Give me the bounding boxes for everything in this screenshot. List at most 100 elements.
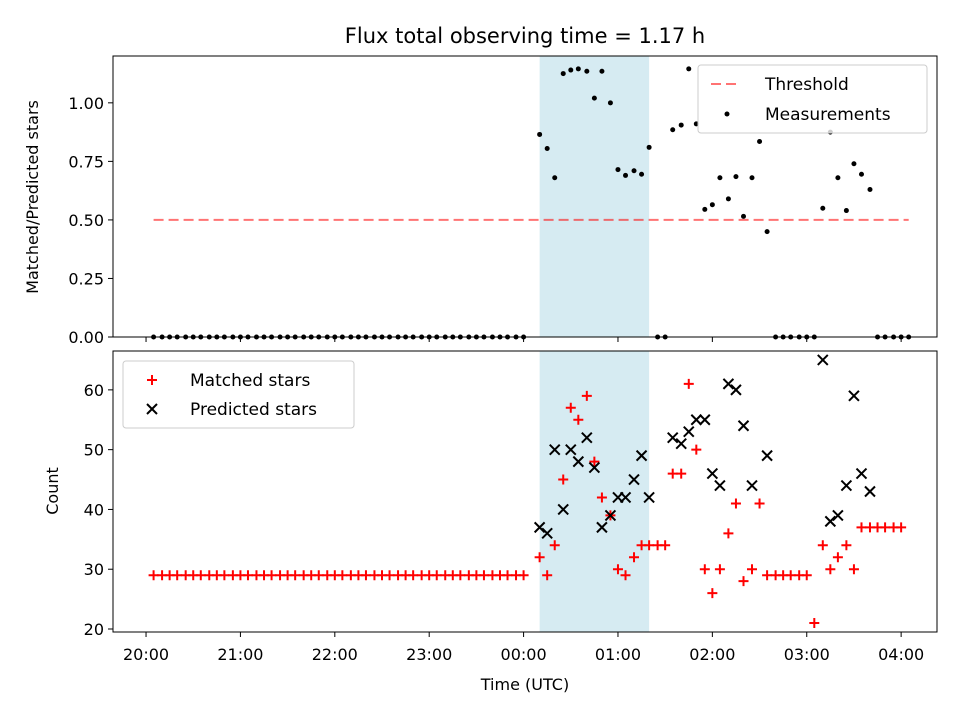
- measurement-point: [764, 229, 770, 235]
- predicted-point: [864, 485, 876, 498]
- matched-point: [219, 570, 230, 581]
- predicted-point: [848, 390, 860, 402]
- predicted-point: [840, 479, 853, 492]
- bottom-plot-frame: [112, 350, 938, 633]
- predicted-point: [699, 414, 711, 426]
- predicted-point: [588, 461, 601, 474]
- measurement-point: [749, 175, 755, 181]
- matched-point: [542, 570, 553, 581]
- x-axis: 20:00 21:00 22:00 23:00 00:00 01:00 02:00 03:00…: [123, 632, 924, 664]
- matched-point: [691, 444, 702, 455]
- top-y-tick-label: 0.00: [68, 328, 104, 347]
- matched-point: [762, 570, 773, 581]
- predicted-point: [619, 491, 632, 504]
- measurement-point: [686, 66, 692, 72]
- matched-point: [667, 468, 678, 479]
- top-plot-frame: [112, 55, 938, 338]
- matched-point: [558, 474, 569, 485]
- predicted-point: [572, 455, 585, 468]
- bottom-y-tick-label: 40: [84, 500, 104, 519]
- x-tick-label: 23:00: [406, 645, 452, 664]
- matched-point: [266, 570, 277, 581]
- measurement-point: [867, 186, 873, 192]
- matched-point: [337, 570, 348, 581]
- matched-point: [384, 570, 395, 581]
- predicted-point: [541, 527, 553, 540]
- x-tick-label: 20:00: [123, 645, 169, 664]
- matched-point: [195, 570, 206, 581]
- measurement-point: [584, 68, 590, 74]
- predicted-point: [706, 467, 719, 480]
- matched-point: [848, 564, 859, 575]
- measurement-point: [678, 122, 684, 128]
- bottom-y-tick-label: 30: [84, 560, 104, 579]
- chart-title: Flux total observing time = 1.17 h: [345, 24, 705, 48]
- top-shaded-region: [539, 56, 650, 337]
- predicted-point: [761, 449, 773, 462]
- predicted-point: [675, 437, 687, 450]
- measurement-point: [591, 95, 597, 101]
- predicted-point: [714, 479, 726, 492]
- x-axis-label: Time (UTC): [480, 675, 569, 694]
- measurement-point: [733, 174, 739, 180]
- measurement-point: [631, 168, 637, 174]
- predicted-point: [817, 354, 829, 366]
- matched-point: [620, 570, 631, 581]
- bottom-shaded-region: [539, 351, 650, 632]
- matched-point: [683, 378, 694, 389]
- bottom-y-tick-label: 60: [84, 381, 104, 400]
- top-y-tick-label: 0.50: [68, 211, 104, 230]
- legend-matched-marker: [147, 375, 157, 385]
- matched-point: [518, 570, 529, 581]
- predicted-point: [596, 521, 608, 534]
- top-y-tick-label: 0.25: [68, 269, 104, 288]
- matched-point: [502, 570, 513, 581]
- matched-point: [612, 564, 623, 575]
- top-x-ticks: [145, 337, 902, 342]
- measurement-point: [725, 196, 731, 202]
- measurement-point: [820, 205, 826, 211]
- measurement-point: [717, 175, 723, 181]
- matched-point: [478, 570, 489, 581]
- matched-point: [629, 552, 640, 563]
- x-tick-label: 04:00: [878, 645, 924, 664]
- matched-point: [825, 564, 836, 575]
- top-legend-box: [697, 64, 928, 134]
- matched-point: [148, 570, 159, 581]
- matched-point: [573, 414, 584, 425]
- matched-point: [817, 540, 828, 551]
- measurement-point: [599, 68, 605, 74]
- legend-threshold-label: Threshold: [764, 75, 849, 95]
- predicted-point: [533, 521, 546, 534]
- matched-point: [730, 498, 741, 509]
- measurement-point: [537, 131, 543, 137]
- measurement-point: [568, 67, 574, 73]
- matched-point: [754, 498, 765, 509]
- matched-point: [785, 570, 796, 581]
- matched-point: [242, 570, 253, 581]
- matched-point: [747, 564, 758, 575]
- legend-measurements-marker: [724, 111, 730, 117]
- matched-point: [596, 492, 607, 503]
- predicted-point: [832, 509, 844, 522]
- measurement-point: [560, 71, 566, 77]
- measurement-point: [639, 171, 645, 177]
- top-y-tick-label: 1.00: [68, 94, 104, 113]
- predicted-point: [565, 443, 577, 456]
- top-y-axis: 0.00 0.25 0.50 0.75 1.00: [68, 94, 113, 347]
- matched-point: [676, 468, 687, 479]
- matched-point: [644, 540, 655, 551]
- matched-point: [660, 540, 671, 551]
- predicted-point: [690, 414, 703, 426]
- x-tick-label: 01:00: [595, 645, 641, 664]
- measurement-point: [851, 161, 857, 167]
- matched-point: [707, 588, 718, 599]
- measurement-point: [843, 208, 849, 214]
- matched-point: [832, 552, 843, 563]
- matched-point: [549, 540, 560, 551]
- matched-point: [565, 402, 576, 413]
- bottom-y-axis-label: Count: [43, 467, 62, 515]
- legend-predicted-label: Predicted stars: [190, 400, 317, 420]
- predicted-point: [746, 479, 758, 492]
